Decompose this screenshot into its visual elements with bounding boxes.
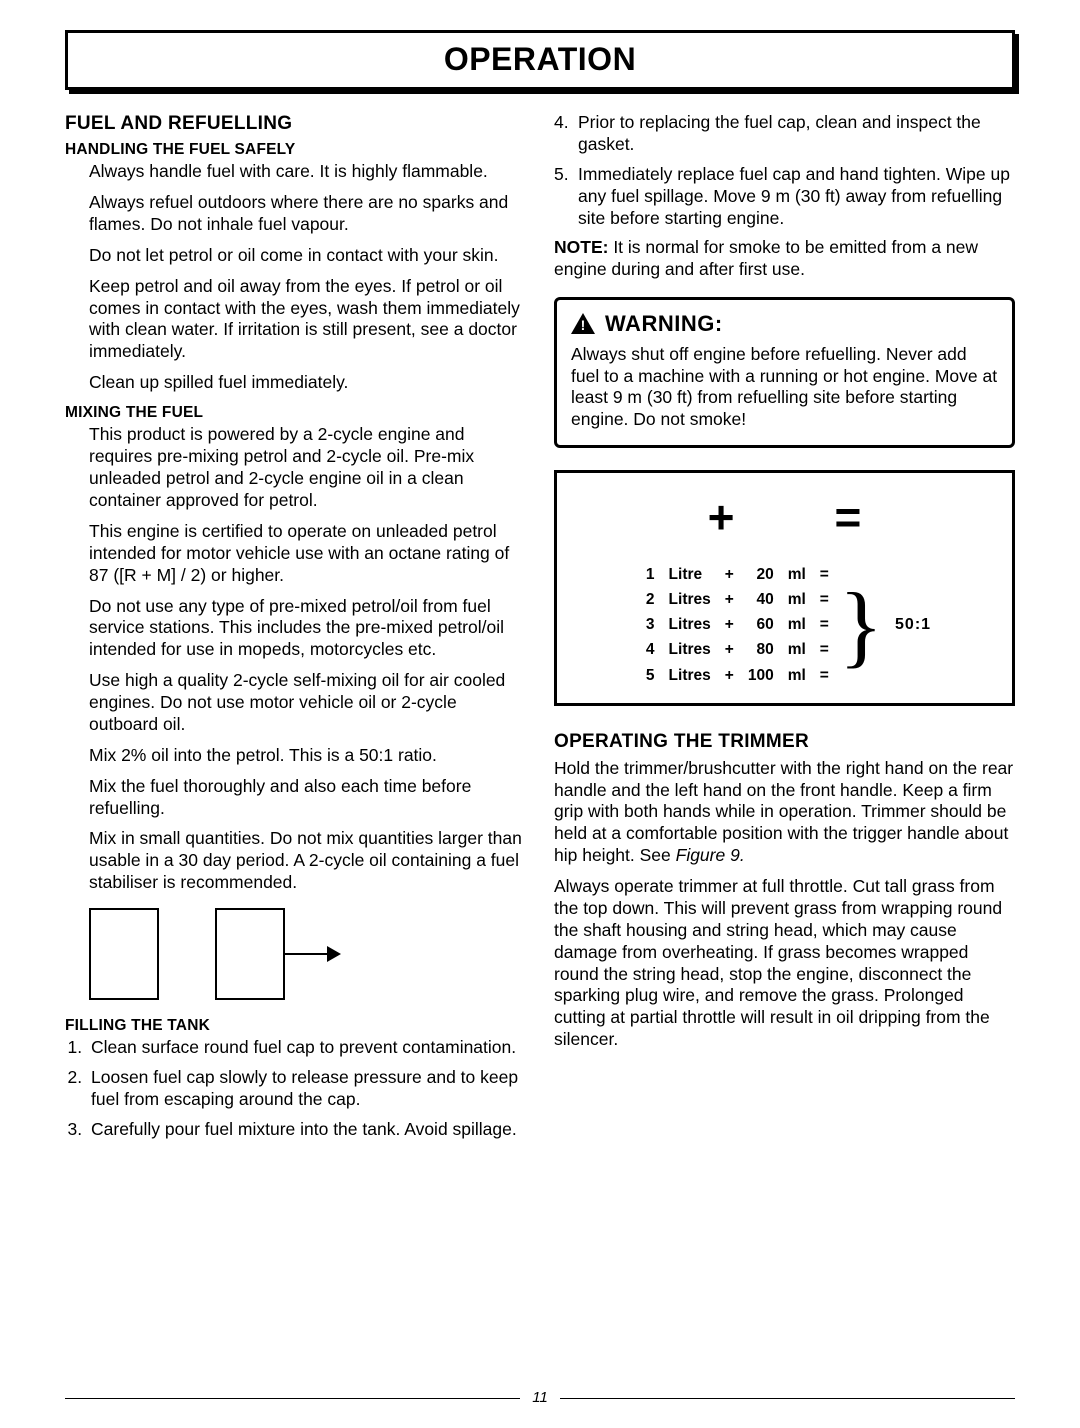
para-text: Hold the trimmer/brushcutter with the ri… — [554, 758, 1013, 866]
footer-rule-right — [560, 1398, 1015, 1400]
mix-plus: + — [719, 638, 740, 661]
list-number: 5. — [554, 164, 578, 230]
fuel-mix-box: + = 1Litre+20ml=2Litres+40ml=3Litres+60m… — [554, 470, 1015, 706]
list-item-5: 5. Immediately replace fuel cap and hand… — [554, 164, 1015, 230]
note-line: NOTE: It is normal for smoke to be emitt… — [554, 237, 1015, 281]
page-number: 11 — [532, 1389, 548, 1408]
mix-qty: 4 — [640, 638, 661, 661]
list-item: Carefully pour fuel mixture into the tan… — [87, 1119, 526, 1141]
mix-plus: + — [719, 588, 740, 611]
para: Mix 2% oil into the petrol. This is a 50… — [89, 745, 526, 767]
mix-qty: 5 — [640, 664, 661, 687]
mix-eq: = — [814, 613, 835, 636]
para: Hold the trimmer/brushcutter with the ri… — [554, 758, 1015, 867]
page-footer: 11 — [65, 1389, 1015, 1408]
mix-row: 5Litres+100ml= — [640, 664, 835, 687]
heading-mixing-fuel: MIXING THE FUEL — [65, 403, 526, 422]
list-text: Prior to replacing the fuel cap, clean a… — [578, 112, 1015, 156]
two-column-layout: FUEL AND REFUELLING HANDLING THE FUEL SA… — [65, 112, 1015, 1149]
mix-eq: = — [814, 664, 835, 687]
mixing-diagram — [65, 908, 526, 1000]
mix-unit: Litre — [663, 563, 717, 586]
mix-plus: + — [719, 563, 740, 586]
para: This product is powered by a 2-cycle eng… — [89, 424, 526, 512]
mix-ml-unit: ml — [782, 664, 812, 687]
para: Keep petrol and oil away from the eyes. … — [89, 276, 526, 364]
para: This engine is certified to operate on u… — [89, 521, 526, 587]
mix-table: 1Litre+20ml=2Litres+40ml=3Litres+60ml=4L… — [638, 561, 837, 689]
mix-row: 3Litres+60ml= — [640, 613, 835, 636]
mix-ml: 60 — [742, 613, 780, 636]
filling-steps: Clean surface round fuel cap to prevent … — [65, 1037, 526, 1141]
note-text: It is normal for smoke to be emitted fro… — [554, 237, 978, 279]
arrow-line — [285, 953, 327, 956]
para: Mix the fuel thoroughly and also each ti… — [89, 776, 526, 820]
mixing-paragraphs: This product is powered by a 2-cycle eng… — [65, 424, 526, 894]
footer-rule-left — [65, 1398, 520, 1400]
heading-fuel-refuelling: FUEL AND REFUELLING — [65, 112, 526, 136]
para: Always operate trimmer at full throttle.… — [554, 876, 1015, 1051]
warning-header: WARNING: — [571, 310, 998, 338]
note-label: NOTE: — [554, 237, 608, 257]
page-title: OPERATION — [444, 41, 636, 77]
mix-ml: 80 — [742, 638, 780, 661]
warning-title: WARNING: — [605, 310, 723, 338]
para: Always handle fuel with care. It is high… — [89, 161, 526, 183]
mix-ml-unit: ml — [782, 638, 812, 661]
heading-operating-trimmer: OPERATING THE TRIMMER — [554, 730, 1015, 754]
diagram-box-right — [215, 908, 285, 1000]
left-column: FUEL AND REFUELLING HANDLING THE FUEL SA… — [65, 112, 526, 1149]
diagram-box-right-with-arrow — [215, 908, 341, 1000]
list-item: Loosen fuel cap slowly to release pressu… — [87, 1067, 526, 1111]
mix-row: 1Litre+20ml= — [640, 563, 835, 586]
mix-row: 2Litres+40ml= — [640, 588, 835, 611]
mix-table-wrap: 1Litre+20ml=2Litres+40ml=3Litres+60ml=4L… — [575, 561, 994, 689]
mix-eq: = — [814, 588, 835, 611]
right-column: 4. Prior to replacing the fuel cap, clea… — [554, 112, 1015, 1149]
mix-ratio: 50:1 — [889, 615, 931, 635]
para: Mix in small quantities. Do not mix quan… — [89, 828, 526, 894]
mix-ml: 100 — [742, 664, 780, 687]
mix-unit: Litres — [663, 638, 717, 661]
equals-icon: = — [835, 489, 862, 547]
mix-qty: 1 — [640, 563, 661, 586]
mix-qty: 2 — [640, 588, 661, 611]
mix-ml-unit: ml — [782, 588, 812, 611]
plus-icon: + — [708, 489, 735, 547]
curly-brace-icon: } — [837, 586, 889, 664]
arrow-head-icon — [327, 946, 341, 962]
heading-filling-tank: FILLING THE TANK — [65, 1016, 526, 1035]
diagram-box-left — [89, 908, 159, 1000]
list-item-4: 4. Prior to replacing the fuel cap, clea… — [554, 112, 1015, 156]
mix-ml-unit: ml — [782, 613, 812, 636]
warning-triangle-icon — [571, 313, 595, 334]
mix-symbol-row: + = — [575, 489, 994, 547]
mix-qty: 3 — [640, 613, 661, 636]
para: Use high a quality 2-cycle self-mixing o… — [89, 670, 526, 736]
figure-reference: Figure 9. — [676, 845, 745, 865]
warning-text: Always shut off engine before refuelling… — [571, 344, 998, 432]
mix-plus: + — [719, 613, 740, 636]
mix-ml: 40 — [742, 588, 780, 611]
list-text: Immediately replace fuel cap and hand ti… — [578, 164, 1015, 230]
para: Do not let petrol or oil come in contact… — [89, 245, 526, 267]
mix-unit: Litres — [663, 613, 717, 636]
handling-paragraphs: Always handle fuel with care. It is high… — [65, 161, 526, 394]
heading-handling-fuel: HANDLING THE FUEL SAFELY — [65, 140, 526, 159]
mix-eq: = — [814, 563, 835, 586]
page-title-box: OPERATION — [65, 30, 1015, 90]
mix-ml: 20 — [742, 563, 780, 586]
mix-eq: = — [814, 638, 835, 661]
list-item: Clean surface round fuel cap to prevent … — [87, 1037, 526, 1059]
mix-unit: Litres — [663, 664, 717, 687]
warning-box: WARNING: Always shut off engine before r… — [554, 297, 1015, 448]
mix-ml-unit: ml — [782, 563, 812, 586]
para: Always refuel outdoors where there are n… — [89, 192, 526, 236]
para: Clean up spilled fuel immediately. — [89, 372, 526, 394]
mix-row: 4Litres+80ml= — [640, 638, 835, 661]
mix-unit: Litres — [663, 588, 717, 611]
para: Do not use any type of pre-mixed petrol/… — [89, 596, 526, 662]
mix-plus: + — [719, 664, 740, 687]
list-number: 4. — [554, 112, 578, 156]
